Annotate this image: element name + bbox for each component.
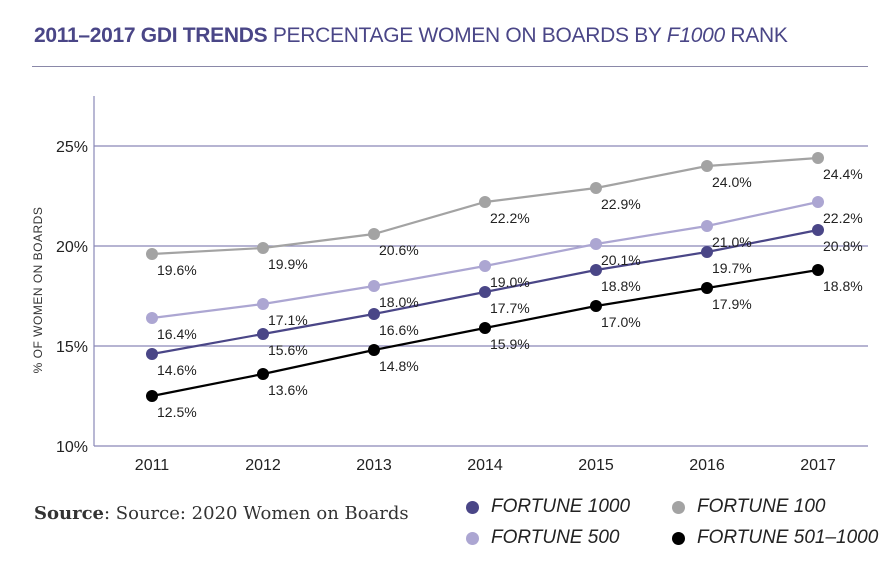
data-point (146, 348, 158, 360)
data-label: 15.9% (490, 336, 530, 352)
x-tick-label: 2012 (245, 457, 281, 474)
source-label: Source (34, 503, 104, 524)
data-point (368, 308, 380, 320)
data-label: 24.4% (823, 166, 863, 182)
y-axis-label: % OF WOMEN ON BOARDS (31, 207, 45, 374)
data-label: 19.9% (268, 256, 308, 272)
legend-dot-fortune-100 (672, 500, 685, 514)
data-point (590, 182, 602, 194)
data-label: 19.0% (490, 274, 530, 290)
y-tick-label: 15% (56, 339, 88, 356)
data-label: 22.2% (823, 210, 863, 226)
data-point (590, 300, 602, 312)
data-label: 21.0% (712, 234, 752, 250)
data-point (812, 264, 824, 276)
data-label: 16.6% (379, 322, 419, 338)
data-label: 15.6% (268, 342, 308, 358)
data-label: 19.6% (157, 262, 197, 278)
data-point (146, 390, 158, 402)
data-label: 17.0% (601, 314, 641, 330)
data-point (368, 344, 380, 356)
x-tick-label: 2015 (578, 457, 614, 474)
data-label: 20.1% (601, 252, 641, 268)
data-point (146, 312, 158, 324)
source-text: : Source: 2020 Women on Boards (104, 503, 409, 524)
chart-title-post: RANK (724, 24, 788, 47)
data-point (701, 220, 713, 232)
legend-item-fortune-100: FORTUNE 100 (672, 496, 825, 518)
line-chart: 10% 15% 20% 25% % OF WOMEN ON BOARDS 2011 2012… (31, 96, 868, 474)
data-point (368, 280, 380, 292)
chart-title: 2011–2017 GDI TRENDS PERCENTAGE WOMEN ON… (34, 24, 788, 48)
data-point (590, 238, 602, 250)
legend-dot-fortune-1000 (466, 500, 479, 514)
data-point (590, 264, 602, 276)
data-label: 13.6% (268, 382, 308, 398)
source-note: Source: Source: 2020 Women on Boards (34, 503, 409, 524)
data-point (479, 322, 491, 334)
data-label: 22.9% (601, 196, 641, 212)
x-tick-label: 2013 (356, 457, 392, 474)
x-tick-label: 2014 (467, 457, 503, 474)
data-label: 20.6% (379, 242, 419, 258)
legend-label-fortune-1000: FORTUNE 1000 (491, 496, 631, 517)
data-label: 18.0% (379, 294, 419, 310)
data-point (701, 282, 713, 294)
data-point (812, 196, 824, 208)
data-point (257, 242, 269, 254)
data-label: 17.9% (712, 296, 752, 312)
title-rule (32, 66, 868, 67)
data-label: 22.2% (490, 210, 530, 226)
data-label: 17.1% (268, 312, 308, 328)
x-tick-label: 2011 (135, 457, 170, 474)
data-point (257, 328, 269, 340)
data-label: 17.7% (490, 300, 530, 316)
y-tick-label: 20% (56, 239, 88, 256)
legend-item-fortune-1000: FORTUNE 1000 (466, 496, 630, 518)
legend-label-fortune-500: FORTUNE 500 (491, 527, 620, 548)
data-point (257, 298, 269, 310)
chart-title-italic: F1000 (666, 24, 725, 47)
data-label: 14.6% (157, 362, 197, 378)
data-point (701, 160, 713, 172)
y-tick-label: 25% (56, 139, 88, 156)
data-label: 19.7% (712, 260, 752, 276)
data-point (479, 286, 491, 298)
legend-dot-fortune-500 (466, 531, 479, 545)
legend-label-fortune-501-1000: FORTUNE 501–1000 (697, 527, 879, 548)
data-point (701, 246, 713, 258)
data-point (368, 228, 380, 240)
legend-label-fortune-100: FORTUNE 100 (697, 496, 826, 517)
data-point (257, 368, 269, 380)
legend-dot-fortune-501-1000 (672, 531, 685, 545)
x-tick-label: 2016 (689, 457, 725, 474)
chart-title-bold: 2011–2017 GDI TRENDS (34, 24, 268, 47)
data-point (146, 248, 158, 260)
y-tick-label: 10% (56, 439, 88, 456)
data-label: 12.5% (157, 404, 197, 420)
data-label: 18.8% (823, 278, 863, 294)
data-point (812, 152, 824, 164)
data-label: 14.8% (379, 358, 419, 374)
legend-item-fortune-500: FORTUNE 500 (466, 527, 619, 549)
chart-title-pre: PERCENTAGE WOMEN ON BOARDS BY (272, 24, 667, 47)
data-label: 18.8% (601, 278, 641, 294)
x-tick-label: 2017 (800, 457, 836, 474)
legend-item-fortune-501-1000: FORTUNE 501–1000 (672, 527, 878, 549)
data-point (479, 260, 491, 272)
data-label: 16.4% (157, 326, 197, 342)
data-point (479, 196, 491, 208)
data-label: 24.0% (712, 174, 752, 190)
data-point (812, 224, 824, 236)
data-label: 20.8% (823, 238, 863, 254)
